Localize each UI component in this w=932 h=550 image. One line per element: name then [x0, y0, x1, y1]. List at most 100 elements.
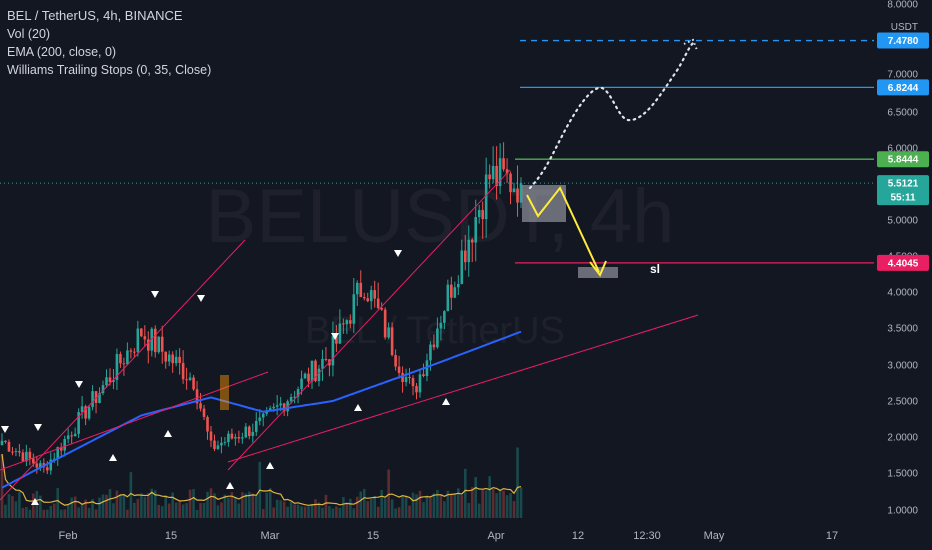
volume-bar	[408, 505, 411, 518]
candle-body	[314, 360, 317, 382]
volume-bar	[188, 489, 192, 518]
time-tick-label: 17	[826, 530, 838, 542]
candle-body	[383, 309, 387, 338]
volume-bar	[422, 502, 425, 518]
candle-body	[91, 391, 94, 408]
legend-volume[interactable]: Vol (20)	[7, 27, 51, 41]
volume-bar	[261, 509, 265, 518]
candle-body	[45, 467, 49, 471]
volume-bar	[349, 498, 352, 518]
level-tag-label: 7.4780	[888, 36, 919, 47]
candle-body	[418, 374, 422, 393]
trailing-stop-up-marker	[226, 482, 234, 489]
candle-body	[502, 158, 505, 170]
trend-channel-line[interactable]	[0, 239, 246, 501]
candle-body	[488, 174, 491, 180]
drawings[interactable]	[0, 38, 874, 505]
candle-body	[21, 452, 25, 462]
candle-body	[143, 336, 147, 340]
volume-bar	[87, 507, 91, 518]
volume-bar	[63, 509, 66, 518]
volume-bar	[32, 493, 35, 518]
volume-bar	[105, 494, 108, 518]
volume-bar	[70, 497, 73, 518]
highlight-box[interactable]	[220, 375, 229, 410]
candle-body	[268, 408, 272, 411]
candle-body	[505, 169, 509, 174]
volume-bar	[376, 506, 380, 518]
legend-williams[interactable]: Williams Trailing Stops (0, 35, Close)	[7, 63, 212, 77]
candle-body	[342, 323, 345, 325]
candle-body	[146, 339, 150, 351]
volume-bar	[18, 491, 21, 518]
candle-body	[87, 407, 91, 419]
volume-bar	[296, 504, 300, 518]
volume-bar	[321, 507, 324, 518]
chart-watermark: BELUSDT, 4h	[206, 174, 675, 259]
volume-bar	[42, 509, 46, 518]
legend-ema[interactable]: EMA (200, close, 0)	[7, 45, 117, 59]
volume-bar	[505, 495, 509, 518]
candle-body	[49, 459, 53, 471]
candle-body	[122, 363, 126, 365]
volume-bar	[328, 506, 331, 518]
trailing-stop-up-marker	[109, 454, 117, 461]
candle-body	[317, 368, 321, 382]
ema-line	[1, 330, 522, 489]
volume-bar	[164, 495, 168, 518]
trend-channel-line[interactable]	[0, 371, 269, 471]
candle-body	[25, 451, 28, 462]
volume-bar	[446, 490, 450, 518]
trend-channel-line[interactable]	[227, 314, 699, 463]
volume-bar	[101, 494, 105, 518]
candle-body	[80, 406, 84, 413]
candle-body	[401, 372, 404, 383]
volume-bar	[11, 496, 14, 518]
volume-bar	[282, 501, 286, 518]
legend-symbol[interactable]: BEL / TetherUS, 4h, BINANCE	[7, 8, 183, 23]
stop-loss-label: sl	[650, 262, 660, 276]
projection-dotted-path[interactable]	[528, 41, 695, 190]
candle-body	[171, 354, 174, 364]
level-tag-label: 6.8244	[888, 83, 919, 94]
candle-body	[355, 282, 359, 295]
volume-bar	[174, 502, 178, 518]
last-price-value: 5.5121	[888, 179, 919, 190]
candle-body	[408, 376, 411, 379]
volume-bar	[52, 503, 56, 518]
volume-bar	[432, 493, 436, 518]
trailing-stop-up-marker	[164, 430, 172, 437]
volume-bar	[394, 508, 397, 518]
volume-bar	[342, 497, 345, 518]
candle-body	[94, 391, 98, 404]
trailing-stop-down-marker	[331, 333, 339, 340]
time-scale[interactable]	[0, 518, 932, 550]
volume-bar	[491, 488, 495, 518]
candle-body	[335, 336, 338, 344]
candle-body	[261, 413, 265, 418]
volume-bar	[59, 509, 63, 518]
volume-bar	[192, 489, 195, 518]
volume-bar	[45, 509, 49, 518]
candle-body	[362, 297, 366, 299]
candle-body	[303, 373, 307, 379]
candle-body	[101, 385, 105, 394]
volume-bar	[355, 496, 359, 518]
volume-bar	[265, 492, 269, 518]
candle-body	[258, 417, 262, 421]
candle-body	[178, 356, 181, 363]
arrow-head-icon	[589, 260, 607, 277]
volume-bar	[98, 497, 101, 518]
candle-body	[230, 433, 234, 439]
trend-channel-line[interactable]	[227, 169, 511, 471]
candle-body	[324, 358, 328, 360]
volume-bar	[460, 495, 464, 518]
volume-bar	[418, 490, 422, 518]
volume-bar	[230, 492, 234, 518]
candle-body	[282, 403, 286, 412]
projected-path-line[interactable]	[526, 186, 600, 273]
time-tick-label: Apr	[487, 530, 504, 542]
candle-body	[429, 344, 432, 361]
entry-zone-box[interactable]	[522, 185, 566, 222]
